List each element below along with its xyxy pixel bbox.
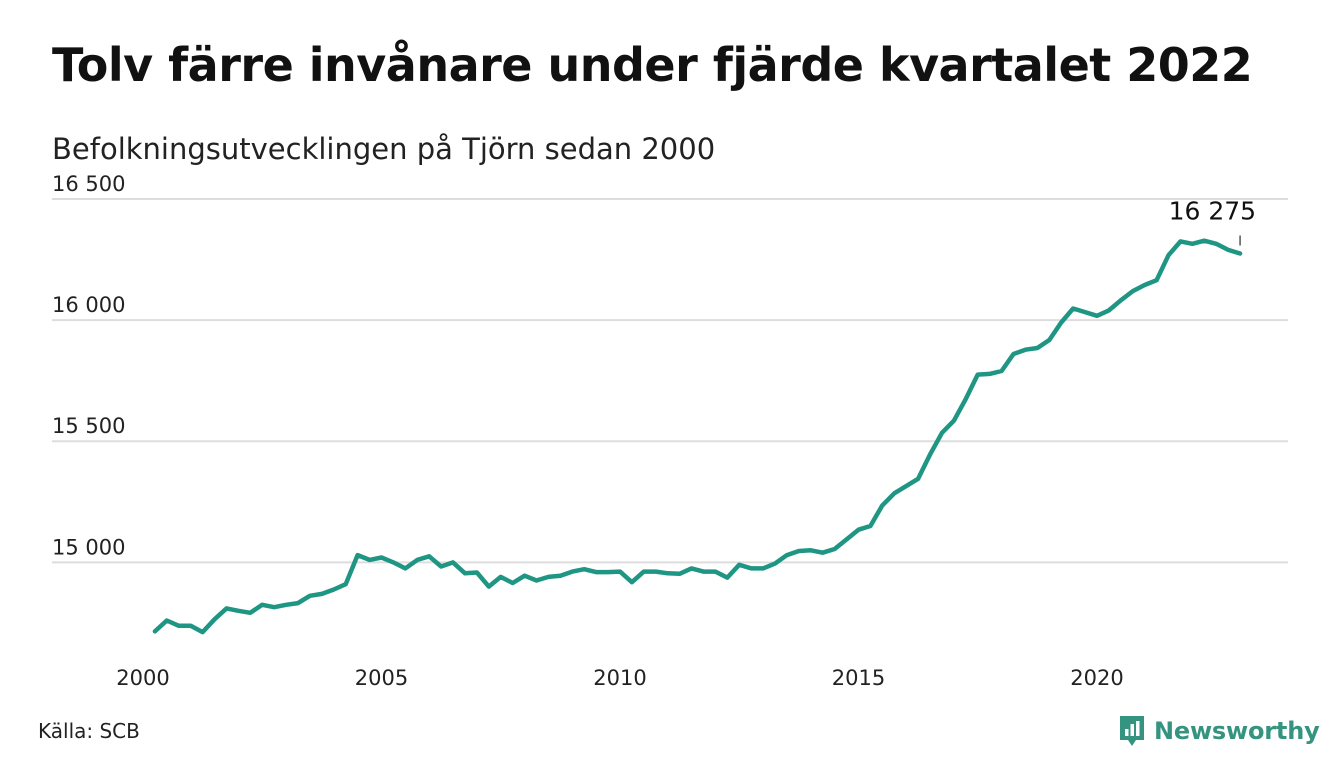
brand-name: Newsworthy [1154,717,1320,745]
source-note: Källa: SCB [38,719,140,743]
y-axis-tick-labels: 15 000 15 500 16 000 16 500 [52,172,125,559]
x-tick-label: 2015 [832,666,885,690]
y-tick-label: 16 000 [52,293,125,317]
end-value-label: 16 275 [1169,197,1256,226]
x-tick-label: 2010 [593,666,646,690]
brand-logo[interactable]: Newsworthy [1118,714,1320,748]
grid-lines [52,198,1288,564]
y-tick-label: 15 500 [52,414,125,438]
y-tick-label: 15 000 [52,535,125,559]
newsworthy-logo-icon [1120,716,1144,746]
series-layer [152,238,1243,635]
x-axis-tick-labels: 2000 2005 2010 2015 2020 [116,666,1123,690]
x-tick-label: 2005 [355,666,408,690]
y-tick-label: 16 500 [52,172,125,196]
series-line [152,238,1243,635]
x-tick-label: 2020 [1070,666,1123,690]
chart-subtitle: Befolkningsutvecklingen på Tjörn sedan 2… [52,132,716,166]
annotation-layer: 16 275 [1169,197,1256,246]
chart-title: Tolv färre invånare under fjärde kvartal… [52,38,1253,92]
x-tick-label: 2000 [116,666,169,690]
